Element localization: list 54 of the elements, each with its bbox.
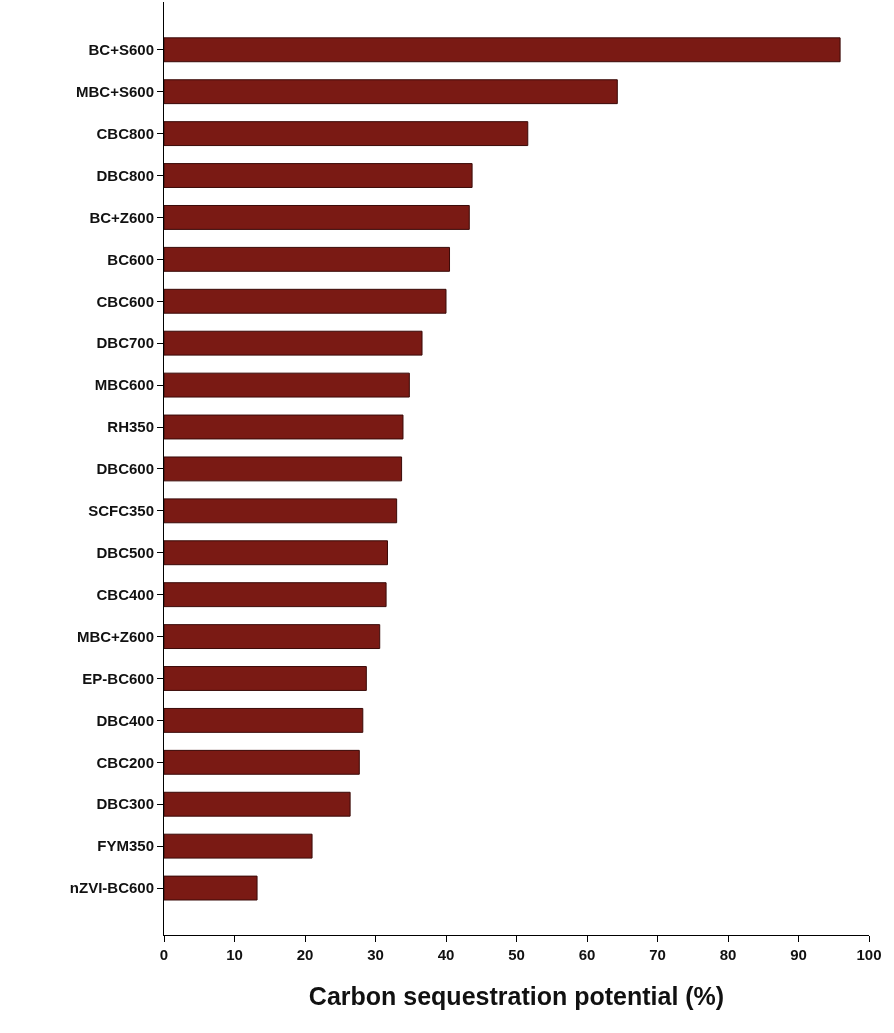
y-tick-label: CBC800 <box>96 124 154 142</box>
x-tick-label: 80 <box>719 946 737 963</box>
y-tick-label: EP-BC600 <box>82 669 154 687</box>
bar <box>164 540 388 566</box>
y-tick-label: FYM350 <box>97 837 154 855</box>
y-tick-label: DBC500 <box>96 544 154 561</box>
bar <box>164 330 423 356</box>
y-tick-label: MBC+Z600 <box>76 627 154 645</box>
x-tick-label: 20 <box>296 946 314 963</box>
x-tick-label: 90 <box>790 946 807 963</box>
bar <box>164 707 364 733</box>
x-tick-label: 10 <box>226 946 243 963</box>
bar <box>164 288 447 314</box>
bar <box>164 875 258 901</box>
bar <box>164 79 618 105</box>
bar <box>164 414 404 440</box>
x-tick-label: 60 <box>578 946 596 963</box>
bar <box>164 791 351 817</box>
y-tick-label: SCFC350 <box>88 502 154 520</box>
bar <box>164 498 398 524</box>
x-tick-label: 40 <box>437 946 455 963</box>
y-tick-label: CBC200 <box>96 753 154 771</box>
y-tick-label: MBC+S600 <box>76 82 154 100</box>
y-tick-label: MBC600 <box>94 376 154 394</box>
y-tick-label: BC600 <box>107 250 154 268</box>
bar <box>164 624 381 650</box>
bar <box>164 833 313 859</box>
y-tick-label: RH350 <box>107 418 154 436</box>
x-tick-label: 100 <box>856 946 882 963</box>
bar <box>164 121 529 147</box>
bar <box>164 749 360 775</box>
bar <box>164 666 367 691</box>
bar <box>164 582 387 608</box>
bar <box>164 246 451 272</box>
x-axis-title: Carbon sequestration potential (%) <box>308 982 725 1010</box>
x-tick-label: 30 <box>367 946 384 963</box>
bar <box>164 163 473 188</box>
y-tick-label: CBC600 <box>96 292 154 310</box>
y-tick-label: BC+Z600 <box>89 208 154 226</box>
y-tick-label: CBC400 <box>96 585 154 603</box>
y-tick-label: nZVI-BC600 <box>69 879 154 897</box>
x-tick-label: 70 <box>649 946 666 963</box>
y-tick-label: DBC300 <box>96 795 154 813</box>
bar <box>164 37 841 63</box>
y-tick-label: DBC800 <box>96 166 154 184</box>
bar <box>164 456 403 482</box>
x-tick-label: 0 <box>159 946 169 963</box>
y-tick-label: BC+S600 <box>88 41 154 59</box>
y-tick-label: DBC700 <box>96 334 154 352</box>
bar <box>164 204 470 230</box>
bar <box>164 372 410 398</box>
x-tick-label: 50 <box>508 946 525 963</box>
y-tick-label: DBC400 <box>96 711 154 729</box>
y-tick-label: DBC600 <box>96 460 154 478</box>
